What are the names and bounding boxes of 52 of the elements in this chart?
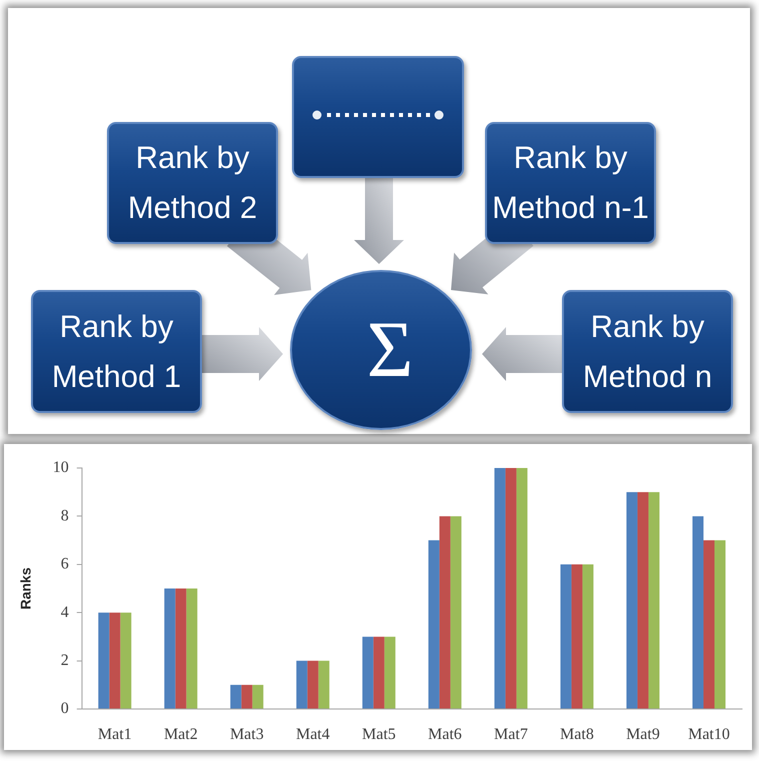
x-tick-label: Mat7 — [494, 726, 528, 743]
y-axis-title: Ranks — [17, 567, 34, 610]
bar — [692, 516, 704, 708]
bar — [109, 612, 120, 708]
bar — [318, 660, 330, 708]
x-tick-label: Mat1 — [98, 726, 132, 743]
bar — [714, 540, 726, 708]
y-tick-label: 0 — [60, 700, 69, 718]
bar — [439, 516, 450, 708]
y-tick-label: 4 — [60, 604, 69, 621]
bar — [494, 468, 506, 708]
circle: Σ — [290, 270, 472, 430]
x-tick-label: Mat4 — [296, 726, 330, 743]
bar — [98, 612, 110, 708]
y-tick-label: 2 — [60, 652, 69, 670]
rounded-box: Rank by Method 1 — [31, 290, 202, 413]
x-tick-label: Mat8 — [560, 726, 594, 743]
rounded-box: Rank by Method n-1 — [485, 122, 656, 244]
rounded-box: Rank by Method 2 — [107, 122, 278, 244]
y-tick-label: 6 — [60, 556, 69, 573]
bar — [120, 612, 132, 708]
bar — [384, 636, 396, 708]
bar — [296, 660, 308, 708]
x-tick-label: Mat9 — [626, 726, 660, 743]
bar — [164, 588, 176, 708]
bar — [626, 492, 638, 708]
bar — [505, 468, 516, 708]
bar — [186, 588, 198, 708]
x-tick-label: Mat3 — [230, 726, 264, 743]
y-tick-label: 8 — [60, 507, 69, 524]
bar — [241, 684, 252, 708]
y-tick-label: 10 — [52, 459, 69, 476]
bar — [637, 492, 648, 708]
bar — [230, 684, 242, 708]
bar — [560, 564, 572, 708]
x-tick-label: Mat2 — [164, 726, 198, 743]
x-tick-label: Mat6 — [428, 726, 462, 743]
bar — [307, 660, 318, 708]
x-tick-label: Mat5 — [362, 726, 396, 743]
rounded-box: Rank by Method n — [562, 290, 733, 413]
bar — [703, 540, 714, 708]
bar — [428, 540, 440, 708]
bar — [571, 564, 582, 708]
x-tick-label: Mat10 — [688, 726, 730, 743]
bar — [516, 468, 528, 708]
bar — [648, 492, 660, 708]
bar — [582, 564, 594, 708]
bar — [450, 516, 462, 708]
bar — [175, 588, 186, 708]
bar — [373, 636, 384, 708]
bar — [362, 636, 374, 708]
bar — [252, 684, 264, 708]
